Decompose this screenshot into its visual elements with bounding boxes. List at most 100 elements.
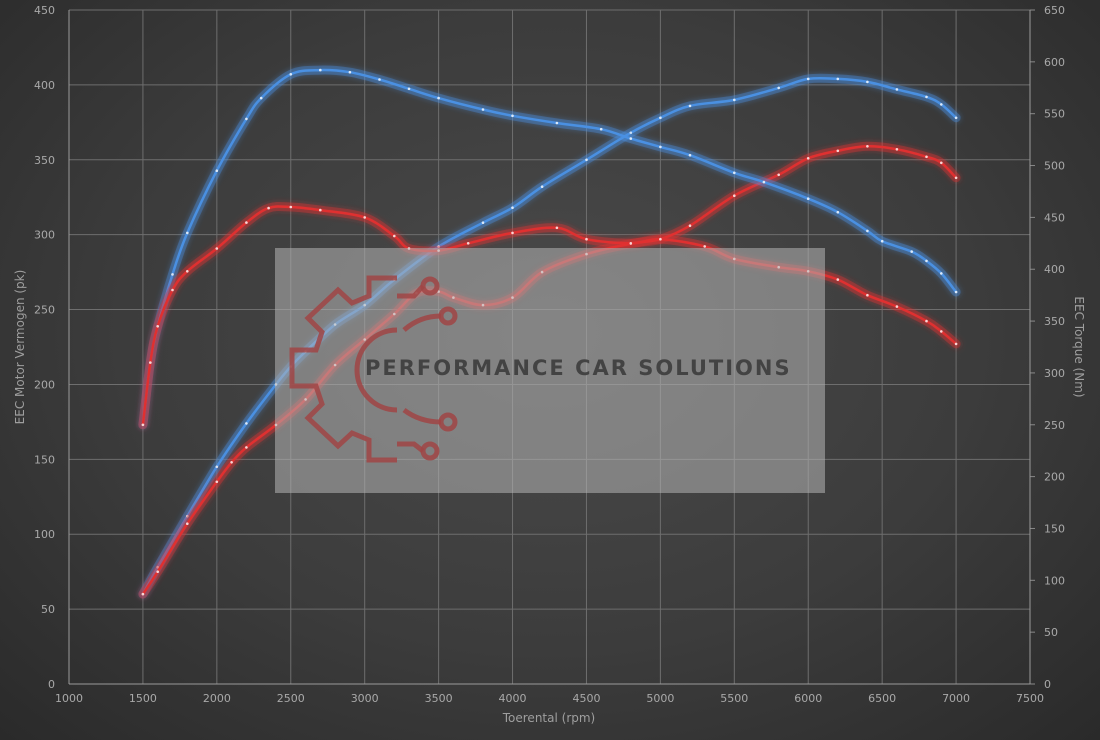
y-left-tick-label: 0: [48, 678, 55, 691]
data-point: [629, 242, 633, 245]
y-left-tick-label: 250: [34, 304, 55, 317]
data-point: [925, 95, 928, 99]
data-point: [511, 206, 514, 209]
data-point: [267, 206, 270, 210]
data-point: [437, 96, 440, 100]
data-point: [925, 319, 928, 323]
x-tick-label: 3000: [351, 692, 379, 705]
data-point: [940, 272, 943, 275]
data-point: [925, 155, 928, 159]
data-point: [733, 98, 736, 102]
y-left-tick-label: 300: [34, 229, 55, 242]
data-point: [407, 87, 411, 91]
y-right-tick-label: 650: [1044, 4, 1065, 17]
x-tick-label: 4000: [499, 692, 527, 705]
data-point: [481, 108, 485, 111]
y-right-tick-label: 150: [1044, 522, 1065, 535]
data-point: [393, 234, 396, 238]
data-point: [954, 176, 958, 180]
data-point: [659, 237, 662, 241]
data-point: [866, 80, 869, 84]
data-point: [688, 153, 692, 157]
data-point: [895, 305, 899, 308]
data-point: [511, 114, 514, 118]
data-point: [245, 117, 248, 121]
y-left-tick-label: 400: [34, 79, 55, 92]
x-tick-label: 4500: [572, 692, 600, 705]
data-point: [866, 145, 869, 148]
data-point: [733, 194, 736, 197]
data-point: [910, 250, 913, 253]
y-left-tick-label: 450: [34, 4, 55, 17]
data-point: [481, 221, 485, 224]
data-point: [555, 226, 559, 230]
data-point: [245, 446, 248, 449]
data-point: [466, 242, 470, 245]
data-point: [156, 325, 159, 328]
y-right-tick-label: 450: [1044, 211, 1065, 224]
data-point: [806, 157, 810, 160]
data-point: [659, 116, 662, 120]
series-torque-tuned: [138, 65, 961, 430]
data-point: [540, 185, 544, 188]
x-tick-label: 5500: [720, 692, 748, 705]
y-right-tick-label: 600: [1044, 56, 1065, 69]
x-axis-title: Toerental (rpm): [502, 711, 595, 725]
watermark: PERFORMANCE CAR SOLUTIONS: [275, 248, 825, 493]
data-point: [378, 78, 381, 81]
data-point: [186, 270, 189, 273]
data-point: [866, 229, 869, 233]
y-right-tick-label: 350: [1044, 315, 1065, 328]
data-point: [156, 570, 159, 573]
data-point: [585, 158, 588, 162]
data-point: [186, 231, 189, 235]
data-point: [245, 221, 248, 224]
y-right-tick-label: 500: [1044, 160, 1065, 173]
data-point: [585, 237, 588, 241]
data-point: [629, 131, 633, 135]
data-point: [703, 245, 706, 248]
data-point: [141, 592, 145, 596]
x-tick-label: 7500: [1016, 692, 1044, 705]
data-point: [319, 208, 322, 212]
data-point: [659, 145, 662, 149]
data-point: [880, 239, 884, 243]
y-right-tick-label: 200: [1044, 471, 1065, 484]
series-line: [141, 205, 958, 427]
data-point: [836, 77, 840, 81]
data-point: [141, 423, 145, 427]
data-point: [171, 288, 174, 292]
x-tick-label: 6000: [794, 692, 822, 705]
data-point: [777, 173, 780, 177]
x-tick-label: 2500: [277, 692, 305, 705]
data-point: [688, 224, 692, 227]
y-left-tick-label: 150: [34, 453, 55, 466]
data-point: [511, 231, 514, 235]
data-point: [688, 104, 692, 108]
x-tick-label: 6500: [868, 692, 896, 705]
y-right-tick-label: 550: [1044, 108, 1065, 121]
data-point: [289, 205, 293, 209]
y-left-tick-label: 200: [34, 378, 55, 391]
data-point: [348, 70, 352, 74]
data-point: [940, 103, 943, 106]
y-left-axis-title: EEC Motor Vermogen (pk): [13, 270, 27, 425]
data-point: [215, 480, 219, 484]
data-point: [149, 361, 152, 364]
data-point: [777, 86, 780, 90]
data-point: [954, 116, 958, 120]
data-point: [895, 148, 899, 151]
data-point: [186, 522, 189, 525]
data-point: [629, 137, 633, 140]
y-right-tick-label: 400: [1044, 263, 1065, 276]
data-point: [895, 88, 899, 91]
data-point: [363, 216, 367, 219]
data-point: [762, 180, 766, 184]
x-tick-label: 2000: [203, 692, 231, 705]
data-point: [836, 278, 840, 281]
series-line: [141, 76, 958, 596]
data-point: [599, 127, 603, 131]
data-point: [171, 273, 174, 276]
